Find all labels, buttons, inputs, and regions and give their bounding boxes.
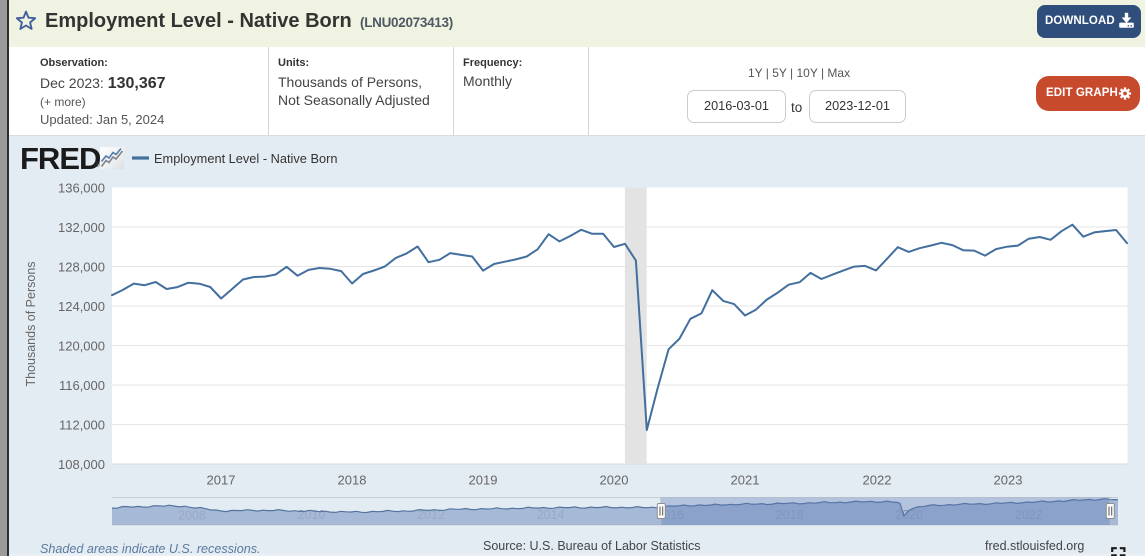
svg-text:2019: 2019 (469, 473, 498, 488)
svg-text:124,000: 124,000 (58, 299, 105, 314)
svg-text:2017: 2017 (207, 473, 236, 488)
svg-text:2022: 2022 (863, 473, 892, 488)
svg-text:108,000: 108,000 (58, 457, 105, 472)
svg-text:Thousands of Persons: Thousands of Persons (24, 261, 38, 386)
svg-text:128,000: 128,000 (58, 260, 105, 275)
svg-text:2020: 2020 (600, 473, 629, 488)
svg-text:116,000: 116,000 (59, 378, 105, 393)
svg-text:2021: 2021 (731, 473, 760, 488)
svg-text:132,000: 132,000 (58, 220, 105, 235)
svg-text:2023: 2023 (994, 473, 1023, 488)
svg-text:136,000: 136,000 (58, 181, 105, 196)
svg-text:120,000: 120,000 (58, 339, 105, 354)
svg-text:112,000: 112,000 (59, 418, 105, 433)
svg-text:2018: 2018 (338, 473, 367, 488)
